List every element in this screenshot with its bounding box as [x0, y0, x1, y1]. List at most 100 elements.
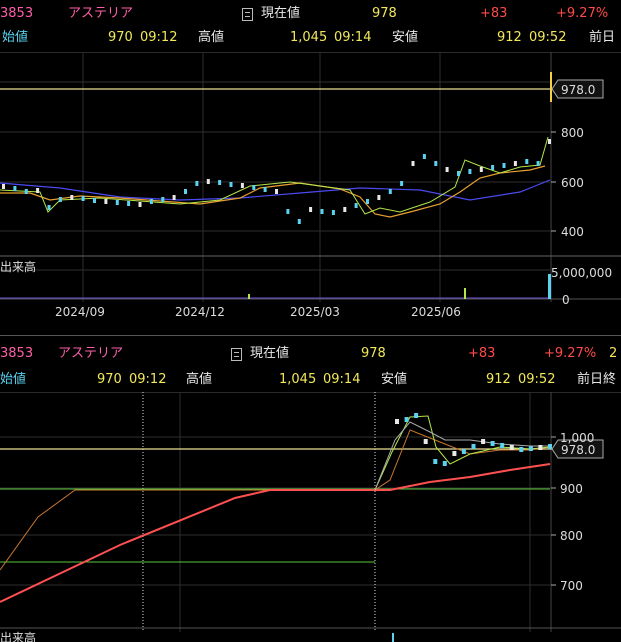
- stock-name[interactable]: アステリア: [68, 6, 134, 21]
- candle: [452, 451, 457, 456]
- candle: [172, 195, 176, 200]
- candle: [422, 154, 426, 159]
- lower-y-tick: 800: [560, 529, 583, 543]
- upper-ma-long: [0, 179, 551, 201]
- lower-price-chart[interactable]: 978.0 1,000 900 800 700 出来高: [0, 392, 621, 642]
- lower-ma-orange: [0, 429, 551, 571]
- header-extra: 2: [609, 346, 618, 361]
- candle: [433, 459, 438, 464]
- lower-ohlc-row: 始値 970 09:12 高値 1,045 09:14 安値 912 09:52…: [0, 368, 621, 392]
- x-tick: 2025/06: [411, 305, 461, 319]
- prev-close-label: 前日終: [577, 372, 617, 387]
- candle: [104, 199, 108, 204]
- price-change: +83: [480, 6, 508, 21]
- volume-label: 出来高: [0, 259, 36, 274]
- stock-code[interactable]: 3853: [0, 6, 34, 21]
- candle: [275, 189, 278, 194]
- candle: [309, 207, 313, 212]
- open-value: 970: [108, 30, 133, 45]
- candle: [229, 182, 233, 187]
- candle: [218, 180, 222, 185]
- candle: [519, 447, 524, 452]
- candle: [13, 186, 17, 191]
- upper-y-tick: 600: [561, 176, 584, 190]
- open-label: 始値: [0, 372, 27, 387]
- candle: [500, 443, 505, 448]
- low-time: 09:52: [529, 30, 567, 45]
- candle: [471, 444, 476, 449]
- low-label: 安値: [392, 30, 419, 45]
- candle: [195, 181, 199, 186]
- high-label: 高値: [198, 30, 225, 45]
- lower-candles: [395, 413, 552, 466]
- lower-header-row: 3853 アステリア 現在値 978 +83 +9.27% 2: [0, 342, 621, 366]
- candle: [395, 419, 399, 424]
- candle: [343, 207, 347, 212]
- candle: [161, 197, 165, 202]
- price-change-pct: +9.27%: [556, 6, 609, 21]
- candle: [388, 189, 392, 194]
- candle: [263, 187, 267, 192]
- upper-ma-green: [0, 136, 549, 215]
- high-label: 高値: [186, 372, 213, 387]
- lower-price-tag-text: 978.0: [561, 443, 595, 457]
- upper-candles: [2, 139, 551, 224]
- document-icon[interactable]: [231, 348, 242, 361]
- current-price-value: 978: [361, 346, 386, 361]
- candle: [206, 179, 210, 184]
- prev-close-label: 前日: [589, 30, 616, 45]
- candle: [252, 185, 256, 190]
- candle: [468, 169, 472, 174]
- volume-tick: 5,000,000: [551, 266, 612, 280]
- current-price-value: 978: [372, 6, 397, 21]
- x-tick: 2024/12: [175, 305, 225, 319]
- high-value: 1,045: [279, 372, 317, 387]
- candle: [115, 200, 119, 205]
- candle: [127, 201, 131, 206]
- candle: [240, 183, 244, 188]
- candle: [528, 446, 533, 451]
- candle: [58, 197, 62, 202]
- current-price-label: 現在値: [250, 346, 290, 361]
- price-change-pct: +9.27%: [544, 346, 597, 361]
- upper-ohlc-row: 始値 970 09:12 高値 1,045 09:14 安値 912 09:52…: [0, 26, 621, 50]
- candle: [479, 167, 483, 172]
- candle: [47, 205, 51, 210]
- upper-header-row: 3853 アステリア 現在値 978 +83 +9.27%: [0, 2, 621, 26]
- high-value: 1,045: [290, 30, 328, 45]
- stock-code[interactable]: 3853: [0, 346, 34, 361]
- candle: [93, 198, 96, 203]
- low-label: 安値: [381, 372, 408, 387]
- lower-price-tag: 978.0: [551, 439, 604, 459]
- document-icon[interactable]: [242, 8, 253, 21]
- high-time: 09:14: [334, 30, 372, 45]
- candle: [331, 210, 335, 215]
- candle: [457, 171, 460, 176]
- candle: [548, 444, 552, 449]
- candle: [320, 209, 324, 214]
- upper-y-tick: 800: [561, 126, 584, 140]
- volume-tick: 0: [562, 293, 570, 307]
- candle: [434, 161, 438, 166]
- candle: [445, 167, 449, 172]
- lower-y-tick: 1,000: [560, 431, 594, 445]
- open-value: 970: [97, 372, 122, 387]
- candle: [354, 203, 358, 208]
- x-tick: 2024/09: [55, 305, 105, 319]
- upper-price-chart[interactable]: 978.0 800 600 400 出来高 5,000,000 0 2024/0…: [0, 52, 621, 332]
- lower-ma-white: [374, 421, 550, 491]
- candle: [400, 181, 404, 186]
- upper-price-tag: 978.0: [551, 79, 604, 99]
- lower-ma-green: [374, 415, 551, 491]
- candle: [536, 161, 540, 166]
- high-time: 09:14: [323, 372, 361, 387]
- candle: [36, 188, 40, 193]
- candle: [404, 417, 409, 422]
- open-time: 09:12: [140, 30, 178, 45]
- candle: [481, 439, 486, 444]
- candle: [490, 441, 495, 446]
- candle: [509, 445, 514, 450]
- stock-name[interactable]: アステリア: [58, 346, 124, 361]
- candle: [286, 209, 290, 214]
- candle: [70, 195, 74, 200]
